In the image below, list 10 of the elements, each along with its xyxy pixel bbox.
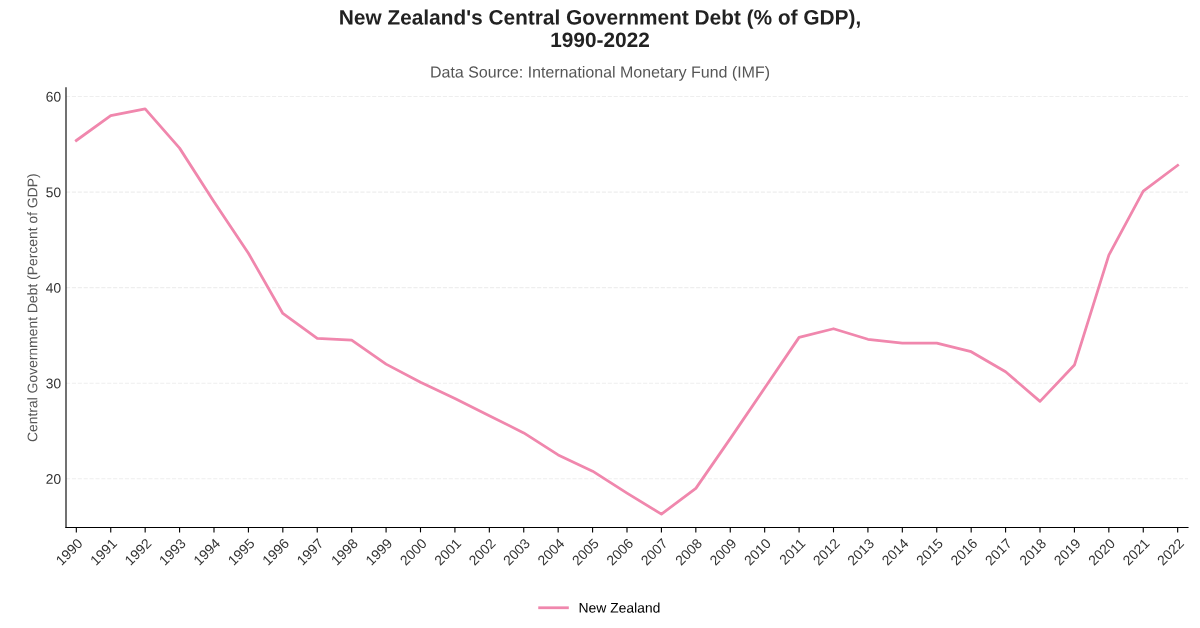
y-tick-label: 40 — [46, 282, 61, 293]
y-tick-label: 20 — [46, 474, 61, 484]
chart-subtitle: Data Source: International Monetary Fund (IMF) — [431, 65, 770, 81]
y-axis-title: Central Government Debt (Percent of GDP) — [27, 174, 41, 442]
y-tick-label: 30 — [46, 378, 61, 389]
y-tick-label: 50 — [46, 187, 61, 198]
y-tick-label: 60 — [46, 91, 61, 102]
legend-label: New Zealand — [579, 602, 660, 613]
line-series — [74, 107, 1180, 516]
chart-title: New Zealand's Central Government Debt (% of GDP), 1990-2022 — [340, 9, 860, 48]
